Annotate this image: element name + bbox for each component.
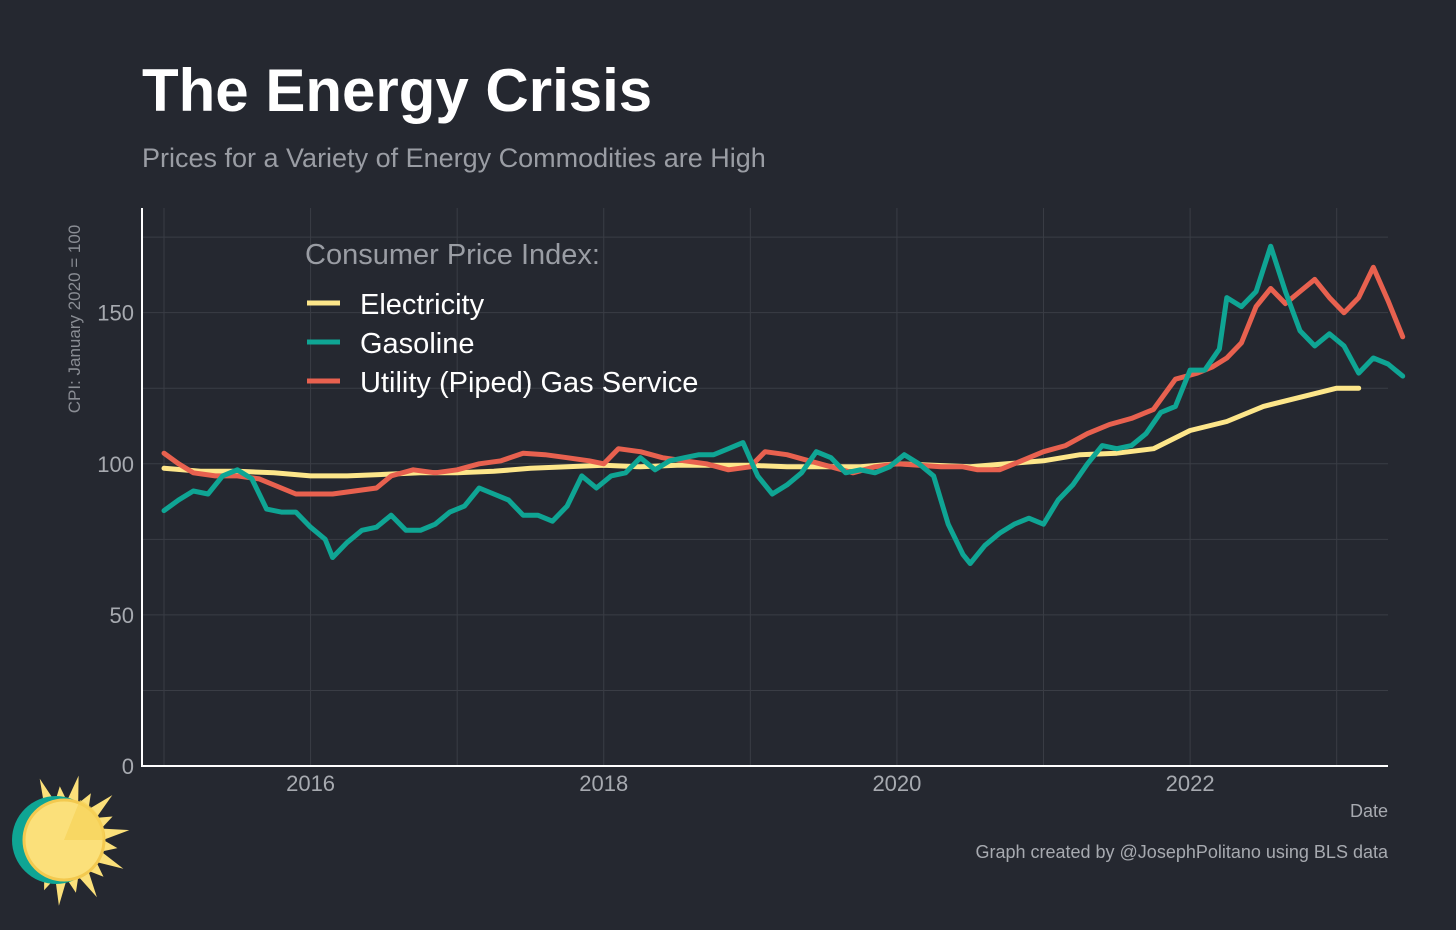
- source-caption: Graph created by @JosephPolitano using B…: [975, 842, 1388, 862]
- sun-ray: [55, 879, 67, 906]
- sun-logo-icon: [10, 770, 135, 915]
- sun-ray: [102, 828, 130, 840]
- series-line-electricity: [161, 385, 1362, 479]
- sun-shade: [64, 800, 105, 840]
- series-line-utility-piped-gas-service: [161, 264, 1406, 497]
- chart-subtitle: Prices for a Variety of Energy Commoditi…: [142, 143, 766, 173]
- legend-label: Electricity: [360, 289, 485, 321]
- series-lines: [161, 243, 1406, 566]
- legend: Consumer Price Index: Electricity Gasolin…: [305, 239, 698, 399]
- sun-ray: [78, 871, 97, 898]
- axes: 0 50 100 150 2016 2018 2020 2022 Date CPI: Januar…: [65, 208, 1388, 821]
- chart-title: The Energy Crisis: [142, 57, 653, 124]
- legend-label: Gasoline: [360, 328, 474, 360]
- grid-lines: [142, 208, 1388, 766]
- x-axis-label: Date: [1350, 801, 1388, 821]
- y-tick-label: 150: [97, 301, 134, 326]
- y-tick-label: 100: [97, 452, 134, 477]
- sun-ray: [67, 775, 79, 803]
- y-tick-label: 50: [110, 603, 134, 628]
- sun-ray: [89, 862, 104, 877]
- y-axis-label: CPI: January 2020 = 100: [65, 225, 84, 414]
- sun-ray: [102, 840, 118, 852]
- legend-title: Consumer Price Index:: [305, 239, 600, 271]
- x-tick-label: 2022: [1166, 771, 1215, 796]
- x-tick-label: 2020: [872, 771, 921, 796]
- legend-label: Utility (Piped) Gas Service: [360, 367, 698, 399]
- x-tick-label: 2018: [579, 771, 628, 796]
- sun-ray: [97, 852, 124, 869]
- y-tick-label: 0: [122, 754, 134, 779]
- x-tick-label: 2016: [286, 771, 335, 796]
- series-line-gasoline: [161, 243, 1406, 566]
